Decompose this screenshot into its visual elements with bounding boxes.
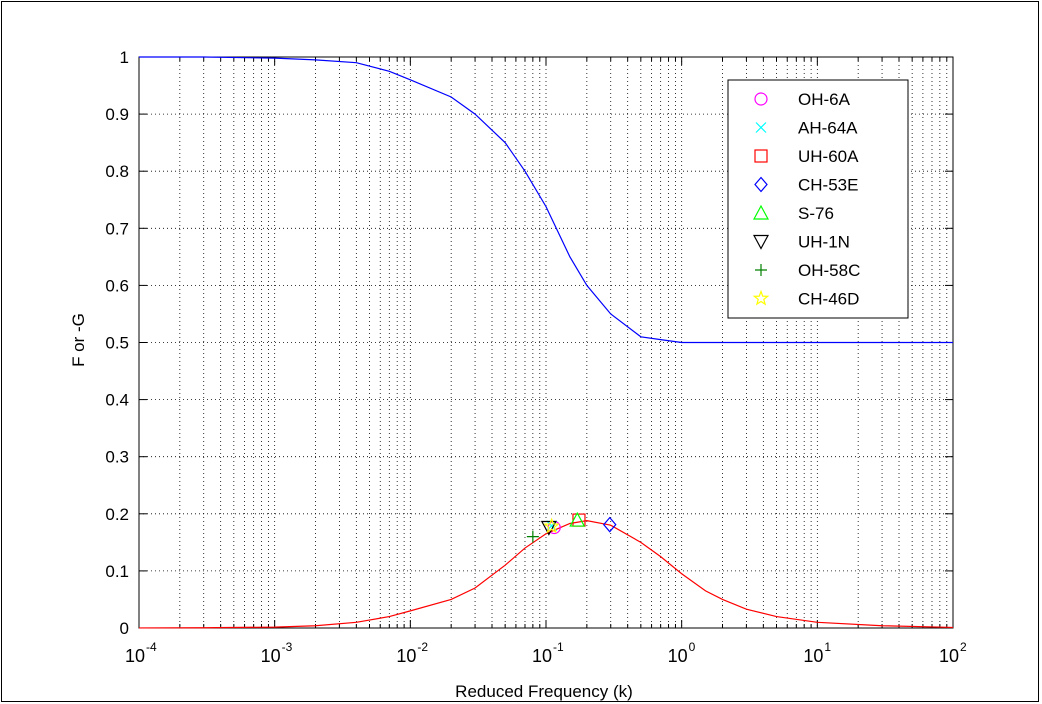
legend: OH-6A AH-64A UH-60A CH-53E S-76 UH-1N OH-58C CH… <box>727 79 909 319</box>
legend-box <box>727 79 909 319</box>
legend-marker <box>754 149 768 163</box>
legend-entry: UH-60A <box>754 147 859 166</box>
curve-G <box>138 520 954 629</box>
x-tick-base: 10 <box>396 646 416 666</box>
legend-entry: AH-64A <box>755 119 858 138</box>
y-tick-label: 1 <box>120 48 129 67</box>
y-tick-labels: 0 0.1 0.2 0.3 0.4 0.5 0.6 0.7 0.8 0.9 1 <box>105 48 129 638</box>
curves <box>138 56 954 629</box>
marker-ch-46d <box>543 517 560 534</box>
legend-entry: S-76 <box>752 204 834 223</box>
legend-marker <box>752 204 770 220</box>
marker-s-76 <box>569 511 586 527</box>
legend-marker <box>755 122 767 133</box>
y-tick-label: 0.5 <box>105 334 129 353</box>
y-tick-label: 0.3 <box>105 448 129 467</box>
curve-F <box>139 56 953 344</box>
x-tick-exponent: -2 <box>417 640 428 654</box>
legend-marker <box>754 92 768 106</box>
x-tick-base: 10 <box>939 646 959 666</box>
x-tick-base: 10 <box>803 646 823 666</box>
y-tick-label: 0.9 <box>105 105 129 124</box>
y-tick-label: 0.7 <box>105 219 129 238</box>
x-tick-base: 10 <box>532 646 552 666</box>
x-tick-base: 10 <box>261 646 281 666</box>
legend-entry: CH-46D <box>752 289 859 309</box>
x-tick-label: 10 -4 <box>125 640 157 666</box>
marker-uh-1n <box>540 520 557 536</box>
legend-marker <box>752 234 770 250</box>
x-tick-exponent: 1 <box>824 640 831 654</box>
tick-marks <box>138 56 954 629</box>
x-tick-base: 10 <box>668 646 688 666</box>
y-tick-label: 0.1 <box>105 562 129 581</box>
y-tick-label: 0.8 <box>105 162 129 181</box>
legend-label: UH-60A <box>798 147 859 166</box>
x-tick-exponent: -4 <box>146 640 157 654</box>
legend-entry: CH-53E <box>754 176 858 195</box>
x-tick-base: 10 <box>125 646 145 666</box>
x-axis-label: Reduced Frequency (k) <box>455 682 633 701</box>
y-tick-label: 0.4 <box>105 391 129 410</box>
x-tick-exponent: 2 <box>960 640 967 654</box>
legend-label: UH-1N <box>798 233 850 252</box>
legend-label: OH-58C <box>798 261 860 280</box>
x-tick-label: 10 -1 <box>532 640 564 666</box>
y-tick-label: 0 <box>120 619 129 638</box>
data-markers <box>526 511 617 543</box>
legend-entry: UH-1N <box>752 233 850 252</box>
x-tick-exponent: -3 <box>282 640 293 654</box>
x-tick-exponent: 0 <box>689 640 696 654</box>
x-tick-label: 10 -3 <box>261 640 293 666</box>
legend-marker <box>754 176 768 193</box>
y-tick-label: 0.6 <box>105 276 129 295</box>
legend-label: AH-64A <box>798 119 858 138</box>
x-tick-label: 10 0 <box>668 640 696 666</box>
legend-label: CH-53E <box>798 176 858 195</box>
x-tick-label: 10 -2 <box>396 640 428 666</box>
legend-label: CH-46D <box>798 290 859 309</box>
legend-marker <box>752 289 770 306</box>
x-tick-labels: 10 -4 10 -3 10 -2 10 -1 10 0 10 1 10 2 <box>125 640 967 666</box>
legend-marker <box>755 264 767 276</box>
y-axis-label: F or -G <box>69 313 88 367</box>
legend-label: OH-6A <box>798 90 851 109</box>
x-tick-label: 10 1 <box>803 640 831 666</box>
legend-entry: OH-6A <box>754 90 851 109</box>
marker-oh-58c <box>526 530 539 543</box>
y-tick-label: 0.2 <box>105 505 129 524</box>
legend-label: S-76 <box>798 204 834 223</box>
legend-entry: OH-58C <box>755 261 860 280</box>
marker-ch-53e <box>602 516 617 533</box>
x-tick-label: 10 2 <box>939 640 967 666</box>
x-tick-exponent: -1 <box>553 640 564 654</box>
